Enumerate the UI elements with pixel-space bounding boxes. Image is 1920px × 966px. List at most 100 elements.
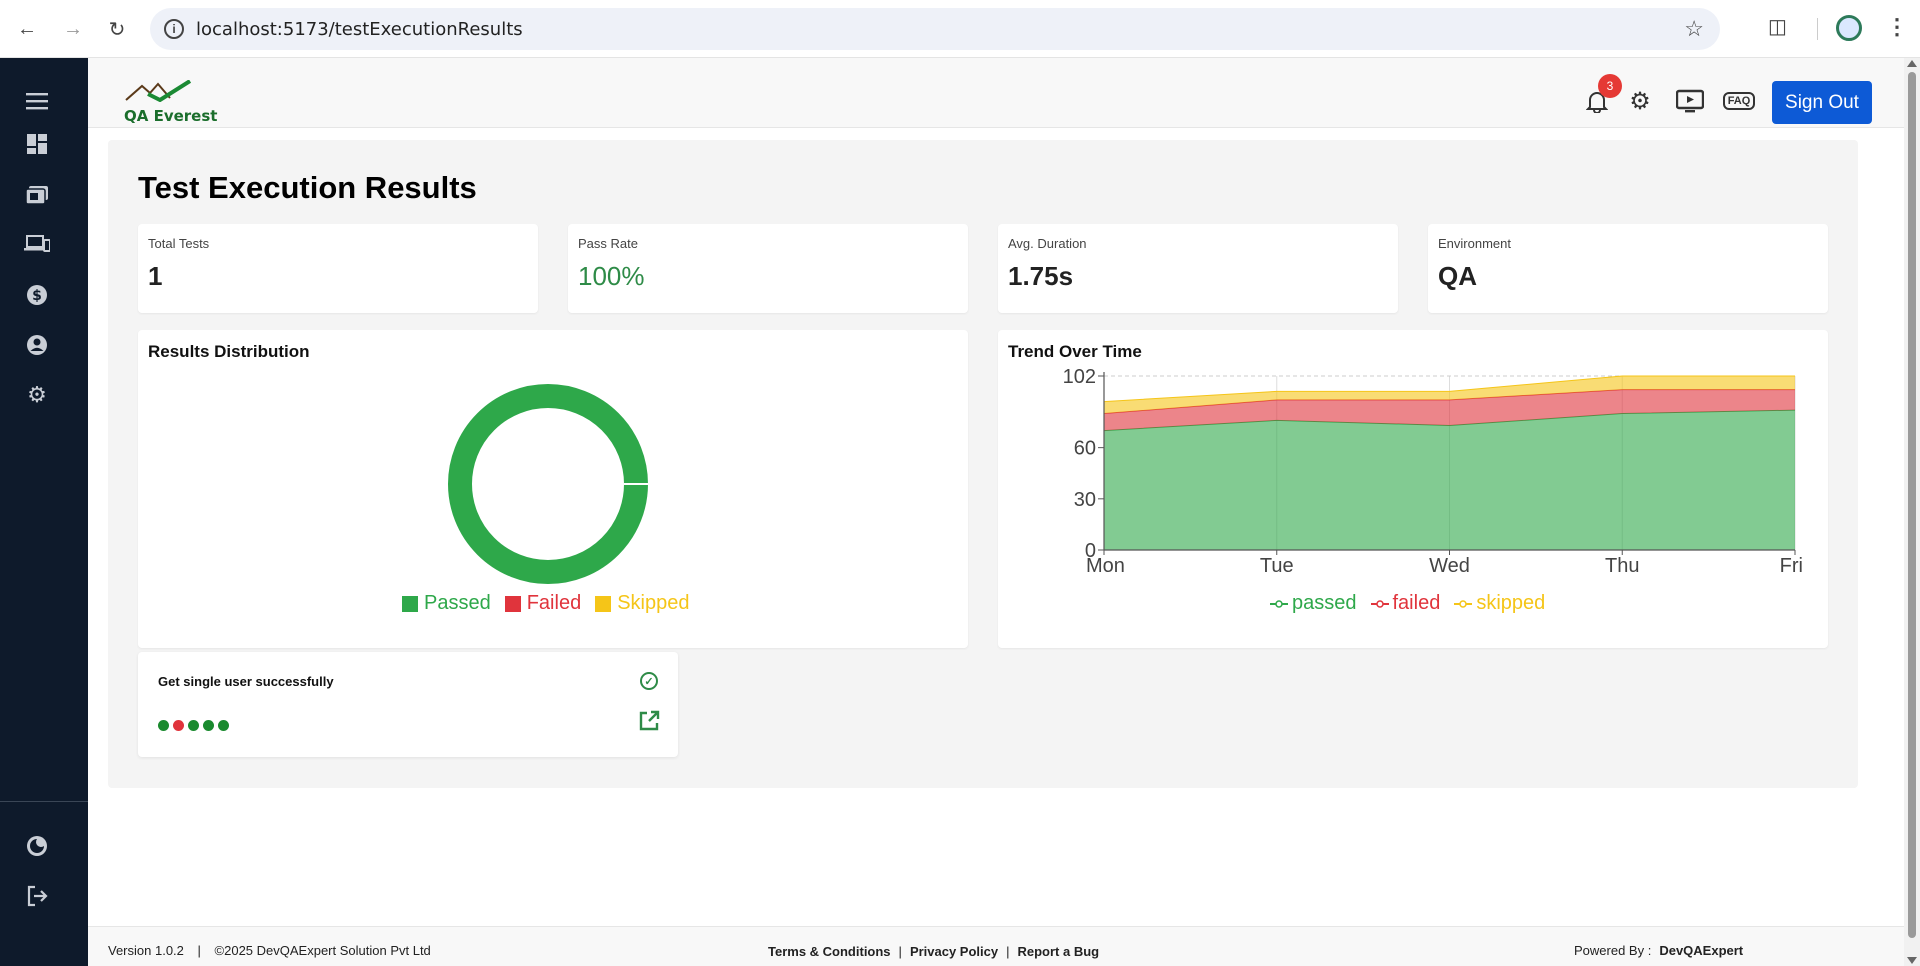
card-title: Results Distribution: [148, 342, 310, 361]
legend-item-passed[interactable]: Passed: [402, 592, 491, 615]
gear-icon[interactable]: ⚙: [1629, 87, 1651, 115]
stat-label: Total Tests: [148, 236, 210, 251]
test-result-card[interactable]: Get single user successfully ✓: [138, 652, 678, 757]
legend-label: failed: [1392, 592, 1441, 614]
stat-value: QA: [1438, 261, 1477, 291]
powered-by-name: DevQAExpert: [1659, 943, 1744, 958]
legend-item-skipped[interactable]: Skipped: [595, 592, 689, 615]
y-tick-label: 30: [1074, 489, 1096, 511]
settings-icon[interactable]: ⚙: [27, 382, 47, 407]
stat-card-pass-rate: Pass Rate 100%: [568, 224, 968, 313]
trend-over-time-card: Trend Over Time 0 30 60 102 Mon Tue Wed Thu Fri …: [998, 330, 1828, 648]
area-passed[interactable]: [1104, 410, 1795, 550]
run-history: [158, 720, 233, 731]
history-dot-pass: [203, 720, 214, 731]
footer-separator: |: [197, 943, 201, 958]
logout-icon[interactable]: [24, 883, 50, 909]
check-circle-icon: ✓: [640, 672, 658, 690]
stat-value: 100%: [578, 261, 645, 291]
reload-icon[interactable]: ↻: [108, 18, 126, 41]
scroll-down-arrow[interactable]: [1907, 957, 1917, 964]
logo-text: QA Everest: [124, 107, 218, 125]
main-content: Test Execution Results Total Tests 1 Pas…: [108, 140, 1858, 788]
video-icon[interactable]: [1675, 86, 1705, 116]
x-tick-label: Fri: [1780, 555, 1803, 577]
stat-card-total-tests: Total Tests 1: [138, 224, 538, 313]
results-distribution-card: Results Distribution Passed Failed Skipp…: [138, 330, 968, 648]
scroll-up-arrow[interactable]: [1907, 60, 1917, 67]
legend-item-skipped[interactable]: skipped: [1454, 592, 1545, 615]
billing-icon[interactable]: $: [24, 282, 50, 308]
version-text: Version 1.0.2: [108, 943, 184, 958]
hamburger-menu-icon[interactable]: [24, 88, 50, 114]
page-scrollbar[interactable]: [1904, 58, 1920, 966]
footer-separator: |: [898, 944, 902, 959]
devices-icon[interactable]: [24, 231, 50, 257]
profile-icon[interactable]: [1836, 15, 1862, 41]
footer-links: Terms & Conditions | Privacy Policy | Report…: [768, 944, 1099, 959]
x-tick-label: Tue: [1260, 555, 1294, 577]
legend-swatch: [402, 595, 418, 612]
logo[interactable]: QA Everest: [124, 79, 218, 125]
footer-right: Powered By : DevQAExpert: [1574, 943, 1743, 958]
stat-value: 1.75s: [1008, 261, 1074, 291]
browser-toolbar: ← → ↻ i localhost:5173/testExecutionResu…: [0, 0, 1920, 58]
logo-mountain-icon: [125, 79, 192, 103]
address-bar[interactable]: i localhost:5173/testExecutionResults ☆: [150, 8, 1720, 50]
theme-icon[interactable]: [24, 833, 50, 859]
legend-line-icon: [1270, 599, 1288, 608]
dashboard-icon[interactable]: [24, 131, 50, 157]
back-icon[interactable]: ←: [17, 17, 37, 40]
menu-icon[interactable]: ⋮: [1886, 14, 1908, 39]
info-icon[interactable]: i: [164, 19, 184, 39]
area-skipped[interactable]: [1104, 376, 1795, 414]
account-icon[interactable]: [24, 332, 50, 358]
stat-label: Avg. Duration: [1008, 236, 1087, 251]
legend-swatch: [595, 595, 612, 612]
stat-card-environment: Environment QA: [1428, 224, 1828, 313]
legend-label: passed: [1292, 592, 1357, 614]
terms-link[interactable]: Terms & Conditions: [768, 944, 891, 959]
external-link-icon[interactable]: [638, 710, 660, 739]
url-text[interactable]: localhost:5173/testExecutionResults: [196, 19, 523, 40]
distribution-legend: Passed Failed Skipped: [402, 592, 703, 615]
extensions-icon[interactable]: ◫: [1768, 16, 1787, 38]
y-tick-label: 0: [1085, 540, 1096, 562]
history-dot-pass: [218, 720, 229, 731]
legend-item-passed[interactable]: passed: [1270, 592, 1357, 615]
star-icon[interactable]: ☆: [1684, 16, 1704, 41]
scrollbar-thumb[interactable]: [1908, 72, 1916, 938]
legend-item-failed[interactable]: failed: [1370, 592, 1441, 615]
sidebar: $ ⚙: [0, 58, 88, 966]
forward-icon[interactable]: →: [63, 17, 83, 40]
x-tick-label: Thu: [1605, 555, 1639, 577]
legend-item-failed[interactable]: Failed: [504, 592, 582, 615]
sign-out-button[interactable]: Sign Out: [1772, 81, 1872, 124]
line-failed: [1103, 389, 1795, 415]
test-runs-icon[interactable]: [24, 182, 50, 208]
sidebar-divider: [0, 801, 88, 802]
y-tick-label: 60: [1074, 438, 1096, 460]
y-tick-label: 102: [1063, 366, 1096, 388]
faq-icon[interactable]: FAQ: [1722, 86, 1756, 116]
x-tick-label: Wed: [1429, 555, 1470, 577]
donut-slice-passed[interactable]: [448, 384, 648, 584]
app-header: QA Everest 3 ⚙ FAQ Sign Out: [88, 58, 1904, 128]
legend-label: Passed: [424, 592, 491, 614]
history-dot-fail: [173, 720, 184, 731]
legend-swatch: [504, 595, 521, 612]
trend-legend: passed failed skipped: [1270, 592, 1559, 615]
x-tick-label: Mon: [1086, 555, 1125, 577]
stat-label: Environment: [1438, 236, 1511, 251]
report-bug-link[interactable]: Report a Bug: [1017, 944, 1100, 959]
footer: Version 1.0.2 | ©2025 DevQAExpert Soluti…: [88, 926, 1904, 966]
legend-label: Failed: [526, 592, 582, 614]
notification-badge: 3: [1598, 74, 1622, 98]
legend-label: Skipped: [617, 592, 690, 614]
legend-line-icon: [1370, 599, 1389, 608]
legend-line-icon: [1454, 599, 1473, 608]
privacy-link[interactable]: Privacy Policy: [909, 944, 999, 959]
stat-label: Pass Rate: [578, 236, 638, 251]
footer-left: Version 1.0.2 | ©2025 DevQAExpert Soluti…: [108, 943, 431, 958]
footer-separator: |: [1006, 944, 1010, 959]
